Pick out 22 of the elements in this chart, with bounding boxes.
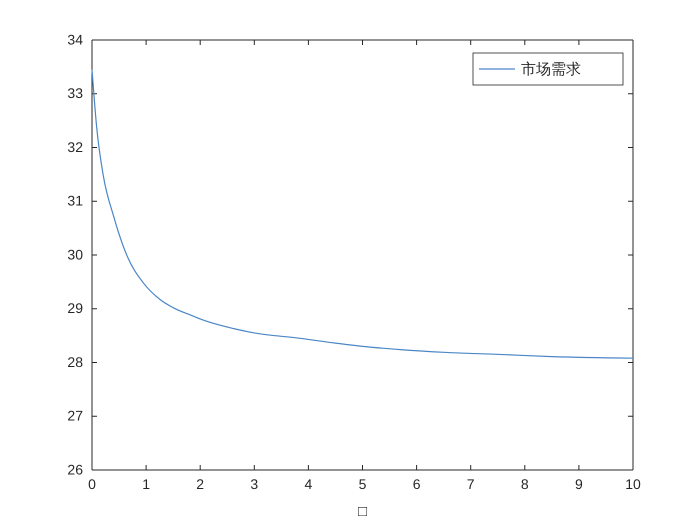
y-tick-label: 31	[67, 192, 84, 209]
x-tick-label: 1	[142, 476, 150, 492]
x-axis-title: □	[358, 503, 368, 520]
y-tick-label: 33	[67, 85, 84, 102]
x-tick-label: 7	[466, 476, 475, 492]
x-tick-label: 3	[250, 476, 258, 492]
y-tick-label: 30	[67, 246, 84, 262]
y-tick-label: 32	[67, 138, 84, 155]
y-tick-label: 34	[67, 31, 84, 48]
y-tick-label: 26	[67, 461, 84, 478]
x-tick-label: 10	[625, 476, 641, 492]
x-tick-label: 9	[575, 476, 583, 492]
x-tick-label: 0	[88, 476, 96, 492]
y-tick-label: 29	[67, 300, 84, 316]
y-tick-label: 27	[67, 408, 84, 424]
x-tick-label: 8	[520, 476, 529, 492]
y-tick-label: 28	[67, 354, 84, 370]
x-tick-label: 4	[304, 476, 312, 492]
legend-label: 市场需求	[521, 60, 581, 78]
x-tick-label: 6	[412, 476, 421, 492]
x-tick-label: 5	[358, 476, 367, 492]
x-tick-label: 2	[196, 476, 204, 492]
